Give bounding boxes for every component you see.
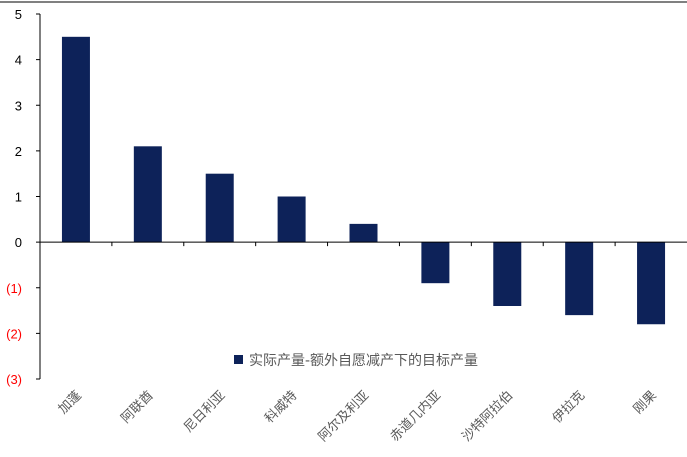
bar [637,242,666,325]
x-tick-label: 阿联酋 [118,388,157,427]
bar [61,36,90,243]
y-tick-label: (2) [6,326,22,341]
x-tick-label: 尼日利亚 [181,388,228,435]
bars [61,36,666,325]
y-tick-label: 5 [15,7,22,22]
bar [493,242,522,306]
y-tick-label: (3) [6,372,22,387]
x-tick-label: 阿尔及利亚 [316,388,373,445]
bar [349,223,378,243]
category-labels: 加蓬 阿联酋 尼日利亚 科威特 阿尔及利亚 赤道几内亚 沙特阿拉伯 伊拉克 刚果 [56,388,660,445]
bar [277,196,306,243]
y-tick-label: (1) [6,281,22,296]
bar [205,173,234,243]
y-tick-label: 3 [15,98,22,113]
y-axis: 5 4 3 2 1 0 (1) (2) (3) [6,7,41,387]
bar [133,146,162,243]
legend-swatch [234,355,243,364]
y-tick-label: 0 [15,235,22,250]
x-tick-label: 刚果 [631,388,660,417]
y-tick-label: 4 [15,53,22,68]
legend: 实际产量-额外自愿减产下的目标产量 [234,353,478,369]
y-tick-label: 1 [15,190,22,205]
x-tick-label: 伊拉克 [550,388,588,426]
bar [421,242,450,284]
x-tick-label: 沙特阿拉伯 [460,388,517,445]
legend-label: 实际产量-额外自愿减产下的目标产量 [249,353,478,369]
bar [565,242,594,316]
x-axis [40,241,687,247]
x-tick-label: 赤道几内亚 [387,388,444,445]
y-tick-label: 2 [15,144,22,159]
x-tick-label: 科威特 [262,388,300,426]
x-tick-label: 加蓬 [56,388,85,417]
